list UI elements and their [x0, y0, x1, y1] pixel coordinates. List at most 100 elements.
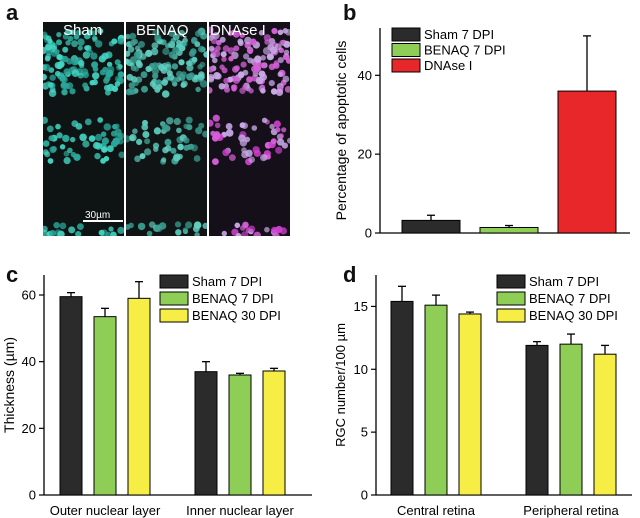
cell-nucleus	[266, 53, 274, 61]
cell-nucleus	[261, 117, 268, 124]
cell-nucleus	[209, 66, 214, 73]
cell-nucleus	[275, 146, 283, 154]
cell-nucleus	[194, 41, 201, 48]
cell-nucleus	[87, 49, 93, 55]
cell-nucleus	[112, 124, 118, 130]
cell-nucleus	[151, 62, 159, 69]
cell-nucleus	[254, 55, 262, 63]
cell-nucleus	[182, 227, 188, 233]
cell-nucleus	[105, 89, 111, 96]
cell-nucleus	[272, 232, 280, 236]
cell-nucleus	[45, 35, 52, 42]
micrograph-label-sham: Sham	[63, 22, 103, 39]
cell-nucleus	[252, 146, 260, 154]
cell-nucleus	[264, 39, 270, 45]
cell-nucleus	[117, 63, 123, 70]
micrograph-sham-image	[43, 22, 124, 236]
cell-nucleus	[103, 123, 111, 131]
cell-nucleus	[255, 76, 264, 85]
cell-nucleus	[242, 84, 248, 90]
cell-nucleus	[54, 49, 60, 55]
cell-nucleus	[64, 29, 71, 35]
cell-nucleus	[282, 28, 289, 34]
bar-sham-7-dpi	[525, 344, 549, 496]
cell-nucleus	[191, 56, 198, 63]
cell-nucleus	[111, 38, 118, 45]
cell-nucleus	[46, 125, 54, 133]
cell-nucleus	[49, 74, 56, 81]
cell-nucleus	[228, 56, 234, 62]
cell-nucleus	[59, 222, 67, 230]
cell-nucleus	[183, 137, 190, 144]
cell-nucleus	[231, 84, 238, 91]
cell-nucleus	[75, 231, 82, 236]
legend-label: BENAQ 7 DPI	[529, 291, 611, 306]
cell-nucleus	[136, 138, 143, 145]
cell-nucleus	[132, 38, 138, 45]
cell-nucleus	[98, 229, 105, 236]
cell-nucleus	[240, 225, 246, 231]
cell-nucleus	[63, 157, 71, 165]
x-category-label: Peripheral retina	[523, 503, 619, 518]
cell-nucleus	[212, 158, 219, 166]
legend-swatch	[159, 308, 189, 323]
legend-swatch	[391, 58, 421, 73]
cell-nucleus	[268, 63, 276, 71]
cell-nucleus	[248, 156, 255, 163]
cell-nucleus	[268, 38, 276, 45]
cell-nucleus	[126, 73, 134, 81]
cell-nucleus	[237, 38, 244, 45]
bar-dnase-i	[557, 90, 617, 234]
cell-nucleus	[161, 79, 168, 86]
cell-nucleus	[48, 89, 57, 97]
cell-nucleus	[219, 36, 226, 43]
cell-nucleus	[220, 51, 227, 58]
cell-nucleus	[62, 55, 69, 63]
cell-nucleus	[150, 47, 159, 56]
bar-benaq-30-dpi	[262, 370, 286, 496]
y-tick-label: 40	[358, 68, 372, 83]
scale-bar	[83, 220, 123, 222]
cell-nucleus	[134, 155, 141, 163]
cell-nucleus	[193, 155, 201, 162]
chart-b: 0 20 40 Percentage of apoptotic cells Sham 7…	[333, 27, 630, 241]
cell-nucleus	[145, 49, 153, 57]
cell-nucleus	[277, 57, 284, 64]
cell-nucleus	[69, 88, 76, 95]
cell-nucleus	[273, 120, 281, 128]
cell-nucleus	[105, 231, 111, 236]
cell-nucleus	[195, 127, 203, 135]
cell-nucleus	[221, 67, 228, 74]
bar-benaq-30-dpi	[127, 297, 151, 496]
cell-nucleus	[168, 51, 176, 59]
cell-nucleus	[110, 231, 117, 236]
cell-nucleus	[75, 29, 82, 36]
cell-nucleus	[126, 50, 131, 57]
cell-nucleus	[45, 53, 52, 60]
cell-nucleus	[225, 123, 233, 130]
x-category-label: Outer nuclear layer	[50, 503, 161, 518]
y-tick-label: 0	[29, 488, 36, 503]
cell-nucleus	[141, 123, 149, 131]
cell-nucleus	[246, 76, 253, 83]
cell-nucleus	[112, 137, 120, 146]
cell-nucleus	[56, 132, 63, 139]
cell-nucleus	[77, 45, 83, 51]
cell-nucleus	[114, 81, 121, 87]
cell-nucleus	[48, 135, 55, 142]
cell-nucleus	[97, 28, 104, 34]
cell-nucleus	[186, 64, 194, 72]
cell-nucleus	[155, 224, 163, 232]
cell-nucleus	[172, 46, 179, 54]
cell-nucleus	[262, 47, 271, 55]
cell-nucleus	[70, 151, 77, 158]
cell-nucleus	[221, 56, 227, 62]
cell-nucleus	[49, 229, 56, 236]
legend-label: Sham 7 DPI	[529, 274, 599, 289]
cell-nucleus	[185, 60, 192, 66]
cell-nucleus	[202, 130, 207, 138]
cell-nucleus	[114, 128, 122, 136]
cell-nucleus	[130, 56, 137, 64]
cell-nucleus	[214, 122, 221, 129]
cell-nucleus	[94, 152, 101, 160]
